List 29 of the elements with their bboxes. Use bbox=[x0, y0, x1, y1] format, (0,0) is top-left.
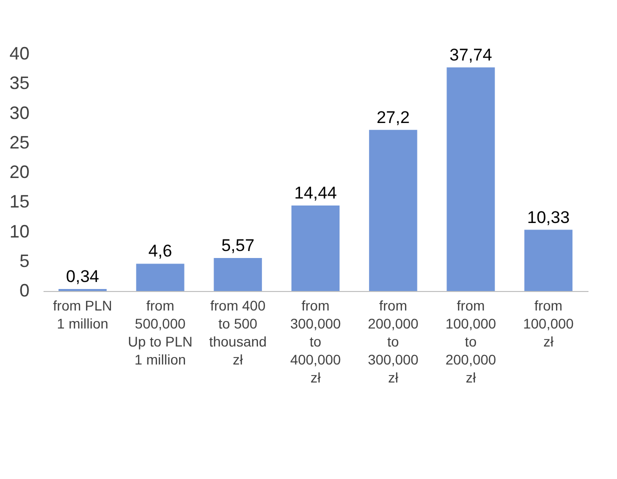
x-tick-label: from 400 to 500 thousand zł bbox=[209, 298, 267, 368]
x-tick-label: from 100,000 to 200,000 zł bbox=[445, 298, 496, 386]
bar bbox=[214, 258, 262, 291]
data-label: 5,57 bbox=[221, 236, 254, 255]
x-tick-label: from 500,000 Up to PLN 1 million bbox=[128, 298, 193, 368]
y-tick-label: 20 bbox=[9, 162, 30, 182]
bar bbox=[446, 67, 495, 291]
y-tick-label: 25 bbox=[9, 132, 30, 152]
x-tick-label: from 200,000 to 300,000 zł bbox=[368, 298, 419, 386]
data-label: 27,2 bbox=[376, 108, 410, 127]
y-tick-label: 30 bbox=[9, 102, 30, 123]
y-tick-label: 10 bbox=[9, 221, 30, 242]
data-label: 14,44 bbox=[294, 183, 337, 202]
bar bbox=[291, 205, 340, 291]
y-tick-label: 35 bbox=[9, 73, 30, 94]
x-tick-label: from 100,000 zł bbox=[523, 298, 574, 350]
data-label: 37,74 bbox=[449, 45, 492, 64]
data-label: 0,34 bbox=[66, 266, 100, 286]
x-tick-label: from PLN 1 million bbox=[53, 298, 112, 332]
y-tick-label: 40 bbox=[9, 44, 30, 64]
bar bbox=[524, 230, 572, 291]
y-tick-label: 15 bbox=[9, 192, 30, 212]
bar bbox=[369, 130, 418, 291]
data-label: 10,33 bbox=[527, 208, 570, 227]
bar bbox=[136, 264, 184, 291]
y-tick-label: 0 bbox=[19, 280, 30, 300]
data-label: 4,6 bbox=[148, 242, 172, 261]
y-tick-label: 5 bbox=[19, 250, 30, 271]
x-tick-label: from 300,000 to 400,000 zł bbox=[290, 298, 342, 386]
